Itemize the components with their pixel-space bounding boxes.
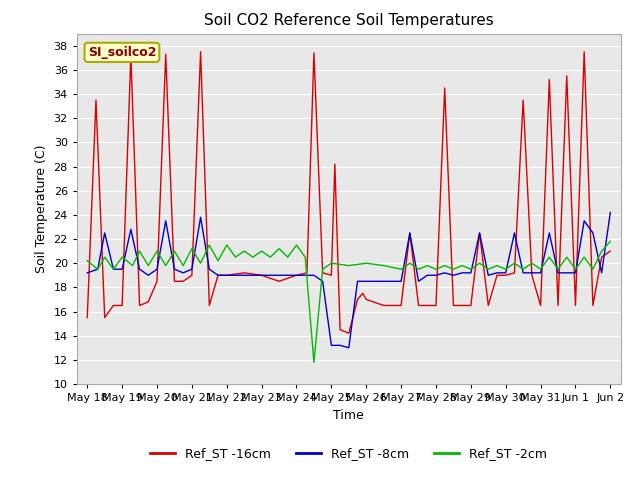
Legend: Ref_ST -16cm, Ref_ST -8cm, Ref_ST -2cm: Ref_ST -16cm, Ref_ST -8cm, Ref_ST -2cm <box>145 443 552 465</box>
Y-axis label: Soil Temperature (C): Soil Temperature (C) <box>35 144 48 273</box>
Text: SI_soilco2: SI_soilco2 <box>88 46 156 59</box>
Title: Soil CO2 Reference Soil Temperatures: Soil CO2 Reference Soil Temperatures <box>204 13 493 28</box>
X-axis label: Time: Time <box>333 408 364 421</box>
